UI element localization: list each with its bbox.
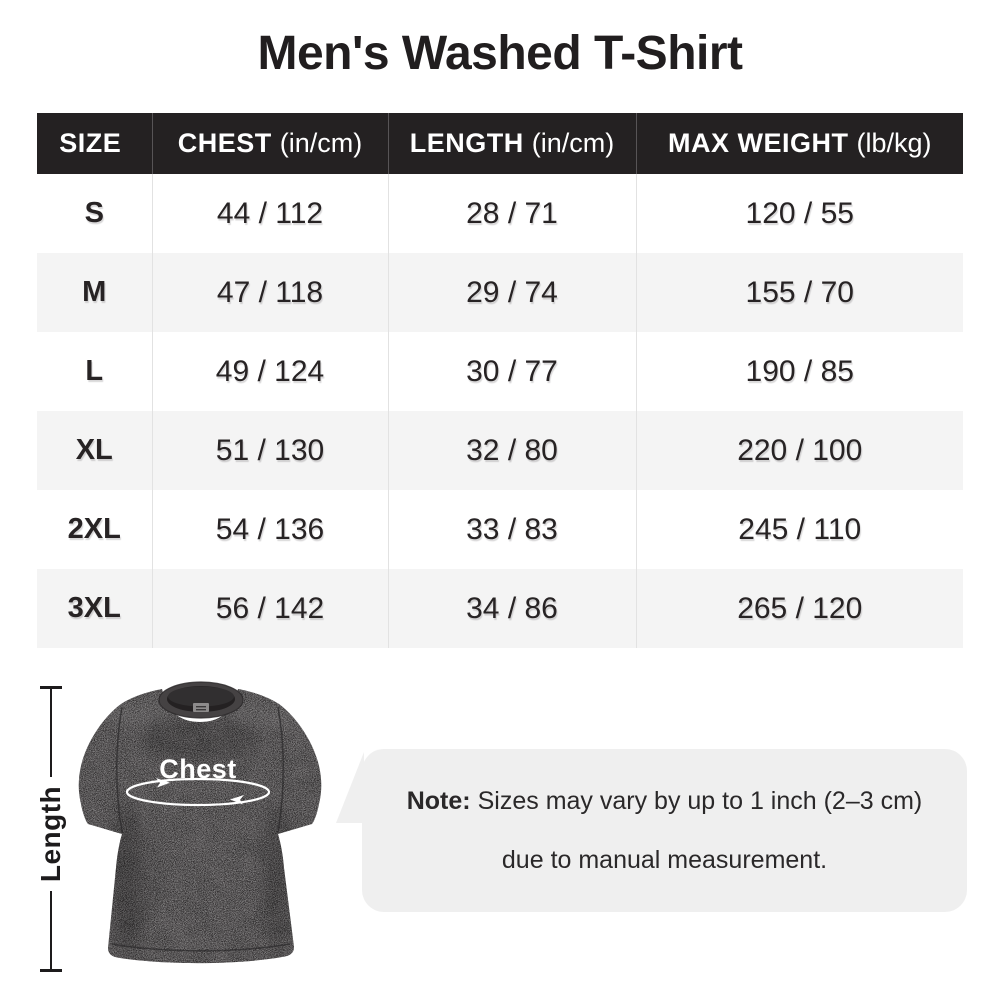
note-bubble: Note: Sizes may vary by up to 1 inch (2–3… xyxy=(362,749,967,912)
col-unit: (lb/kg) xyxy=(856,128,932,158)
measure-cap-bottom xyxy=(40,969,62,972)
table-row: 3XL 56 / 142 34 / 86 265 / 120 xyxy=(37,569,963,648)
tshirt-figure: Chest xyxy=(70,676,342,968)
measure-line-top xyxy=(49,689,52,777)
length-measure: Length xyxy=(35,686,66,972)
table-row: M 47 / 118 29 / 74 155 / 70 xyxy=(37,253,963,332)
col-header-size: SIZE xyxy=(37,113,152,174)
table-row: L 49 / 124 30 / 77 190 / 85 xyxy=(37,332,963,411)
table-row: S 44 / 112 28 / 71 120 / 55 xyxy=(37,174,963,253)
size-cell: 3XL xyxy=(67,592,121,624)
measure-line-bottom xyxy=(49,891,52,969)
col-label: MAX WEIGHT xyxy=(667,128,849,158)
note-line-1: Note: Sizes may vary by up to 1 inch (2–3… xyxy=(407,788,923,814)
max-weight-cell: 265 / 120 xyxy=(635,569,963,648)
max-weight-cell: 245 / 110 xyxy=(635,490,963,569)
max-weight-cell: 190 / 85 xyxy=(635,332,963,411)
length-cell: 29 / 74 xyxy=(387,253,636,332)
chest-cell: 56 / 142 xyxy=(151,569,388,648)
measure-cap-top xyxy=(40,686,62,689)
max-weight-cell: 220 / 100 xyxy=(635,411,963,490)
col-label: LENGTH xyxy=(409,128,524,158)
size-cell: S xyxy=(84,197,104,229)
col-header-max-weight: MAX WEIGHT (lb/kg) xyxy=(635,113,963,174)
chest-ellipse xyxy=(125,777,271,807)
col-header-length: LENGTH (in/cm) xyxy=(387,113,636,174)
table-row: 2XL 54 / 136 33 / 83 245 / 110 xyxy=(37,490,963,569)
chest-measure: Chest xyxy=(125,754,271,807)
max-weight-cell: 155 / 70 xyxy=(635,253,963,332)
table-header-row: SIZE CHEST (in/cm) LENGTH (in/cm) MAX WEIG… xyxy=(37,113,963,174)
tshirt-image: Chest xyxy=(78,681,322,964)
col-unit: (in/cm) xyxy=(531,128,615,158)
length-cell: 33 / 83 xyxy=(387,490,636,569)
size-cell: M xyxy=(82,276,107,308)
chest-cell: 47 / 118 xyxy=(151,253,388,332)
note-text-1: Sizes may vary by up to 1 inch (2–3 cm) xyxy=(477,787,923,815)
size-table: SIZE CHEST (in/cm) LENGTH (in/cm) MAX WEIG… xyxy=(37,113,963,648)
table-row: XL 51 / 130 32 / 80 220 / 100 xyxy=(37,411,963,490)
chest-arrow-right-icon xyxy=(156,778,170,788)
max-weight-cell: 120 / 55 xyxy=(635,174,963,253)
col-label: CHEST xyxy=(177,128,272,158)
col-unit: (in/cm) xyxy=(279,128,363,158)
size-cell: XL xyxy=(75,434,113,466)
collar-tag xyxy=(193,703,209,712)
size-cell: 2XL xyxy=(67,513,121,545)
note-line-2: due to manual measurement. xyxy=(501,846,828,874)
chest-cell: 44 / 112 xyxy=(151,174,388,253)
length-cell: 34 / 86 xyxy=(387,569,636,648)
note-prefix: Note: xyxy=(406,787,471,815)
page-title: Men's Washed T-Shirt xyxy=(257,27,743,80)
size-cell: L xyxy=(85,355,104,387)
tshirt-collar xyxy=(158,681,244,719)
chest-arrow-left-icon xyxy=(230,795,244,805)
length-label: Length xyxy=(35,785,66,883)
chest-cell: 54 / 136 xyxy=(151,490,388,569)
chest-cell: 51 / 130 xyxy=(151,411,388,490)
chest-cell: 49 / 124 xyxy=(151,332,388,411)
length-label-box: Length xyxy=(21,777,81,891)
length-cell: 30 / 77 xyxy=(387,332,636,411)
col-label: SIZE xyxy=(59,128,122,158)
length-cell: 32 / 80 xyxy=(387,411,636,490)
length-cell: 28 / 71 xyxy=(387,174,636,253)
col-header-chest: CHEST (in/cm) xyxy=(151,113,388,174)
